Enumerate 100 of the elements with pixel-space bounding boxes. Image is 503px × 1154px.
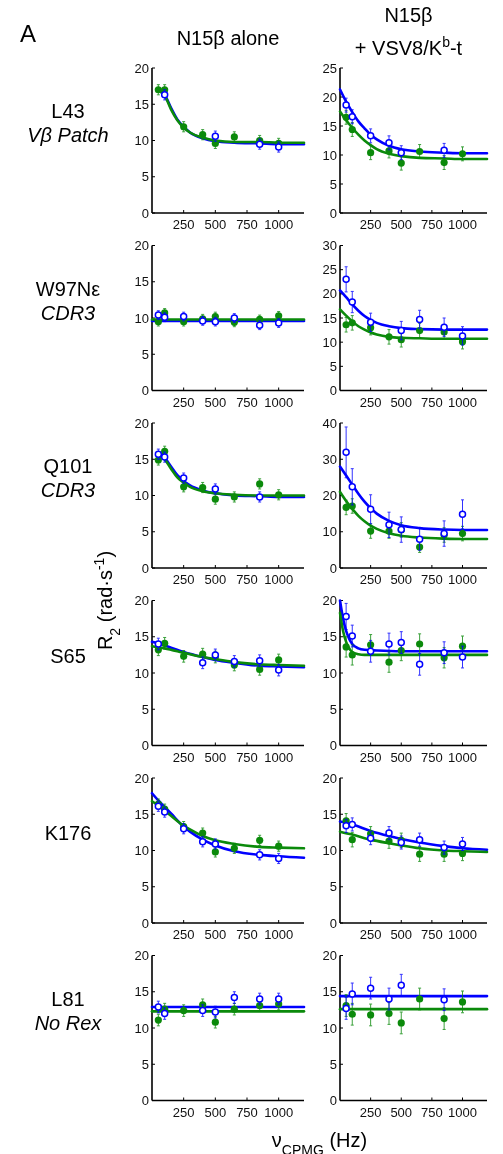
x-tick-label: 750	[421, 1104, 443, 1120]
y-tick-label: 5	[141, 169, 149, 185]
x-tick-label: 250	[359, 572, 382, 587]
text: Vβ Patch	[27, 124, 109, 147]
x-tick-label: 1000	[264, 749, 294, 765]
x-tick-label: 250	[359, 927, 382, 942]
x-tick-label: 750	[236, 1104, 258, 1120]
y-tick-label: 15	[134, 451, 149, 467]
y-tick-label: 20	[134, 60, 149, 76]
x-tick-label: 750	[236, 749, 258, 765]
x-tick-label: 500	[390, 749, 413, 765]
y-tick-label: 20	[322, 286, 337, 302]
y-tick-label: 5	[329, 358, 337, 374]
x-tick-label: 250	[359, 217, 382, 232]
text: W97Nε	[35, 277, 101, 300]
y-tick-label: 10	[134, 488, 149, 503]
x-tick-label: 500	[204, 1104, 227, 1120]
y-tick-label: 0	[329, 383, 337, 398]
text: No Rex	[34, 1011, 103, 1034]
text: L81	[51, 987, 85, 1010]
y-tick-label: 5	[141, 346, 149, 362]
y-tick-label: 10	[134, 665, 149, 681]
x-tick-label: 500	[390, 927, 413, 942]
text: CDR3	[40, 479, 96, 502]
x-tick-label: 750	[236, 572, 258, 587]
x-tick-label: 750	[421, 749, 443, 765]
x-tick-label: 1000	[448, 394, 477, 410]
y-tick-label: 40	[322, 415, 337, 431]
x-tick-label: 500	[204, 749, 227, 765]
y-tick-label: 0	[141, 205, 149, 221]
y-tick-label: 10	[322, 843, 337, 858]
y-tick-label: 20	[322, 770, 337, 786]
y-tick-label: 15	[322, 984, 337, 1000]
x-tick-label: 1000	[264, 572, 294, 587]
x-tick-label: 750	[421, 217, 443, 232]
x-tick-label: 250	[172, 394, 195, 410]
y-tick-label: 15	[134, 984, 149, 1000]
y-tick-label: 30	[322, 451, 337, 467]
x-tick-label: 1000	[448, 217, 477, 232]
y-tick-label: 0	[141, 1093, 149, 1108]
x-tick-label: 750	[421, 394, 443, 410]
y-tick-label: 10	[134, 310, 149, 326]
text: K176	[44, 822, 92, 845]
x-tick-label: 250	[359, 394, 382, 410]
y-tick-label: 0	[141, 383, 149, 398]
y-tick-label: 15	[134, 274, 149, 290]
y-tick-label: 5	[141, 879, 149, 895]
y-tick-label: 20	[134, 770, 149, 786]
y-tick-label: 5	[329, 1056, 337, 1072]
x-axis-title: ν$_{CPMG}$ (Hz)	[271, 1128, 368, 1154]
x-tick-label: 500	[390, 572, 413, 587]
x-tick-label: 250	[172, 572, 195, 587]
x-tick-label: 1000	[264, 217, 294, 232]
y-tick-label: 10	[322, 1020, 337, 1036]
y-tick-label: 10	[322, 334, 337, 350]
chart-subtitle: + VSV8/K$^{b}$-t	[354, 34, 463, 59]
x-tick-label: 500	[390, 1104, 413, 1120]
x-tick-label: 1000	[264, 927, 294, 942]
x-tick-label: 500	[204, 927, 227, 942]
x-tick-label: 500	[204, 217, 227, 232]
y-tick-label: 5	[329, 879, 337, 895]
y-tick-label: 25	[322, 60, 337, 76]
text: CDR3	[40, 301, 96, 324]
x-tick-label: 750	[236, 217, 258, 232]
y-tick-label: 10	[134, 133, 149, 148]
x-tick-label: 1000	[448, 927, 477, 942]
y-tick-label: 5	[329, 176, 337, 192]
y-tick-label: 20	[134, 238, 149, 253]
y-tick-label: 5	[141, 1056, 149, 1072]
x-tick-label: 750	[236, 927, 258, 942]
y-tick-label: 20	[322, 593, 337, 608]
x-tick-label: 250	[172, 217, 195, 232]
y-tick-label: 10	[322, 147, 337, 163]
y-tick-label: 0	[329, 1093, 337, 1108]
x-tick-label: 1000	[264, 394, 294, 410]
y-tick-label: 20	[134, 415, 149, 431]
y-tick-label: 20	[134, 948, 149, 963]
x-tick-label: 500	[390, 394, 413, 410]
text: A	[20, 20, 37, 47]
y-tick-label: 20	[134, 593, 149, 608]
y-tick-label: 10	[134, 1020, 149, 1036]
y-tick-label: 25	[322, 262, 337, 278]
text: L43	[51, 100, 85, 123]
x-tick-label: 750	[236, 394, 258, 410]
x-tick-label: 500	[204, 572, 227, 587]
y-tick-label: 15	[322, 806, 337, 822]
x-tick-label: 1000	[448, 572, 477, 587]
x-tick-label: 250	[172, 927, 195, 942]
y-tick-label: 20	[322, 488, 337, 503]
y-tick-label: 5	[329, 701, 337, 717]
y-tick-label: 15	[322, 629, 337, 645]
y-tick-label: 0	[141, 738, 149, 753]
x-tick-label: 500	[390, 217, 413, 232]
x-tick-label: 250	[172, 749, 195, 765]
x-tick-label: 250	[359, 749, 382, 765]
text: S65	[50, 644, 86, 667]
y-tick-label: 15	[134, 629, 149, 645]
y-tick-label: 5	[141, 701, 149, 717]
x-tick-label: 250	[172, 1104, 195, 1120]
chart-title: N15β	[384, 4, 433, 26]
